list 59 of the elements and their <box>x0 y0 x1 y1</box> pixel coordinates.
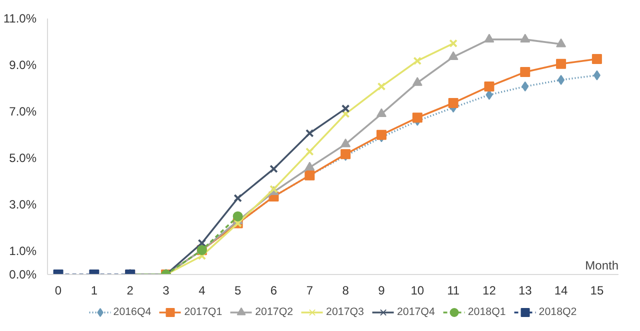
point <box>448 98 458 108</box>
point <box>449 39 458 48</box>
legend-label: 2017Q4 <box>396 306 435 318</box>
point <box>520 34 530 43</box>
point <box>558 74 565 85</box>
point <box>592 54 602 64</box>
x-tick-label: 8 <box>342 284 350 298</box>
point <box>413 56 422 66</box>
point <box>412 77 422 86</box>
x-tick-label: 7 <box>306 284 314 298</box>
legend-label: 2017Q1 <box>184 306 222 318</box>
point <box>448 51 458 60</box>
x-tick-label: 12 <box>482 284 496 298</box>
point <box>556 38 566 48</box>
x-tick-label: 14 <box>554 284 568 298</box>
x-tick-label: 5 <box>234 284 242 298</box>
point <box>556 58 566 69</box>
y-tick-label: 0.0% <box>9 268 37 282</box>
x-tick-label: 4 <box>198 284 206 298</box>
point <box>484 34 494 43</box>
point <box>412 112 422 123</box>
point <box>305 129 314 138</box>
point <box>341 104 350 113</box>
x-tick-label: 0 <box>54 284 62 298</box>
x-tick-label: 15 <box>590 284 604 298</box>
x-tick-label: 3 <box>162 284 170 298</box>
point <box>593 70 600 80</box>
y-tick-label: 3.0% <box>9 198 37 212</box>
point <box>377 82 386 91</box>
point <box>340 138 351 148</box>
legend-label: 2017Q3 <box>326 306 364 318</box>
x-tick-label: 9 <box>378 284 386 298</box>
legend-label: 2017Q2 <box>255 306 294 318</box>
x-tick-label: 6 <box>270 284 278 298</box>
y-tick-label: 7.0% <box>9 104 37 119</box>
y-tick-label: 11.0% <box>3 12 37 26</box>
x-axis-title: Month <box>585 258 619 272</box>
point <box>522 81 529 92</box>
y-tick-label: 9.0% <box>9 58 37 72</box>
x-tick-label: 10 <box>410 284 424 298</box>
point <box>198 238 206 248</box>
point <box>270 164 278 174</box>
legend-label: 2018Q1 <box>468 306 506 318</box>
x-tick-label: 13 <box>518 284 532 298</box>
x-tick-label: 11 <box>447 284 460 298</box>
point <box>304 162 315 171</box>
y-tick-label: 5.0% <box>9 151 37 166</box>
point <box>376 108 386 118</box>
x-tick-label: 1 <box>90 284 98 298</box>
point <box>234 194 242 202</box>
x-tick-label: 2 <box>126 284 134 298</box>
point <box>520 67 530 78</box>
legend-label: 2018Q2 <box>538 306 577 318</box>
point <box>484 81 494 92</box>
point <box>232 211 243 222</box>
legend-label: 2016Q4 <box>113 306 152 318</box>
y-tick-label: 1.0% <box>9 244 37 258</box>
point <box>376 130 386 140</box>
point <box>305 147 314 156</box>
